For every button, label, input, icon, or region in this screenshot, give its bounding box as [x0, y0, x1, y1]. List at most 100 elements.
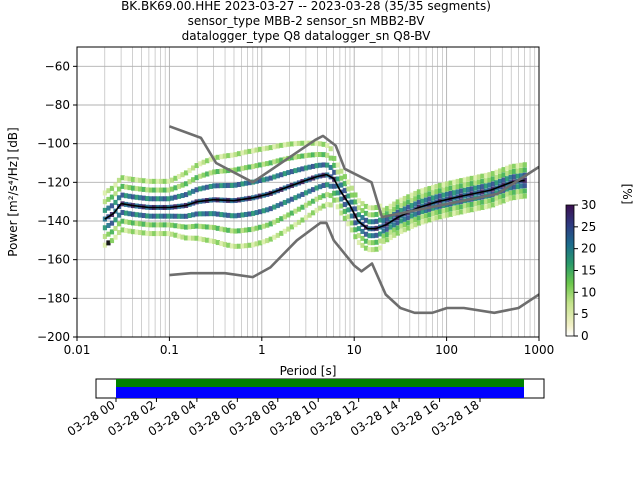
psd-cell — [123, 228, 129, 234]
psd-cell — [427, 196, 432, 202]
psd-cell — [222, 227, 227, 233]
psd-cell — [363, 238, 369, 244]
psd-cell — [173, 223, 178, 229]
psd-cell — [321, 152, 326, 158]
psd-cell — [512, 168, 517, 174]
psd-cell — [318, 162, 323, 168]
psd-cell — [300, 140, 305, 146]
psd-cell — [452, 190, 457, 196]
psd-cell — [166, 196, 171, 202]
psd-cell — [494, 174, 499, 180]
psd-cell — [229, 228, 235, 234]
psd-cell — [148, 187, 153, 193]
psd-cell — [116, 212, 122, 218]
psd-cell — [109, 194, 115, 200]
psd-cell — [490, 202, 496, 208]
psd-cell — [512, 189, 517, 195]
psd-cell — [356, 205, 362, 211]
psd-cell — [272, 144, 277, 150]
psd-cell — [289, 141, 295, 147]
psd-cell — [413, 201, 418, 207]
psd-cell — [219, 168, 224, 174]
psd-cell — [134, 194, 139, 200]
colorbar-gradient — [565, 204, 575, 337]
psd-cell — [194, 235, 199, 241]
psd-cell — [445, 191, 450, 197]
psd-cell — [116, 195, 122, 201]
psd-cell — [240, 150, 245, 156]
psd-cell — [120, 227, 125, 233]
psd-cell — [145, 213, 150, 219]
psd-cell — [378, 231, 383, 237]
psd-cell — [473, 206, 478, 212]
psd-cell — [370, 247, 376, 253]
psd-cell — [219, 154, 224, 160]
psd-cell — [497, 178, 503, 184]
psd-cell — [123, 193, 129, 199]
psd-cell — [508, 190, 513, 196]
psd-cell — [120, 218, 125, 224]
psd-cell — [212, 169, 217, 175]
psd-cell — [282, 142, 287, 148]
psd-cell — [441, 192, 446, 198]
psd-cell — [127, 176, 132, 182]
psd-cell — [229, 213, 235, 219]
psd-cell — [275, 158, 280, 164]
psd-cell — [367, 247, 372, 253]
psd-cell — [314, 185, 319, 191]
psd-cell — [448, 211, 453, 217]
psd-cell — [374, 211, 379, 217]
psd-cell — [194, 175, 199, 181]
psd-cell — [335, 197, 340, 203]
psd-cell — [247, 164, 252, 170]
psd-cell — [378, 217, 383, 223]
psd-cell — [476, 200, 482, 206]
psd-cell — [325, 182, 330, 188]
psd-cell — [300, 153, 305, 159]
psd-cell — [148, 196, 153, 202]
psd-cell — [296, 193, 302, 199]
psd-cell — [268, 175, 273, 181]
psd-cell — [318, 141, 323, 147]
psd-cell — [187, 179, 192, 185]
psd-cell — [106, 188, 111, 194]
psd-cell — [102, 225, 108, 231]
psd-cell — [310, 210, 316, 216]
psd-cell — [279, 216, 284, 222]
psd-cell — [370, 219, 376, 225]
psd-cell — [356, 240, 362, 246]
series-lines — [104, 125, 539, 315]
psd-cell — [399, 202, 404, 208]
psd-cell — [430, 195, 436, 201]
psd-cell — [303, 165, 309, 171]
psd-cell — [381, 238, 386, 244]
psd-cell — [127, 228, 132, 234]
psd-cell — [155, 213, 160, 219]
psd-cell — [162, 222, 167, 228]
psd-cell — [145, 187, 150, 193]
psd-cell — [353, 192, 358, 198]
psd-cell — [254, 225, 259, 231]
psd-cell — [155, 187, 160, 193]
psd-cell — [367, 233, 372, 239]
psd-cell — [296, 206, 302, 212]
psd-cell — [251, 210, 256, 216]
psd-cell — [328, 202, 333, 208]
colorbar-tick-label: 10 — [581, 285, 596, 299]
psd-cell — [152, 196, 157, 202]
psd-cell — [300, 191, 305, 197]
psd-cell — [388, 224, 393, 230]
psd-cell — [296, 154, 302, 160]
psd-cell — [247, 148, 252, 154]
psd-cell — [353, 199, 358, 205]
psd-cell — [279, 230, 284, 236]
psd-cell — [497, 168, 503, 174]
psd-cell — [505, 191, 510, 197]
psd-cell — [395, 220, 400, 226]
psd-cell — [409, 223, 414, 229]
psd-cell — [226, 227, 231, 233]
psd-cell — [173, 185, 178, 191]
psd-cell — [427, 206, 432, 212]
psd-cell — [522, 193, 527, 199]
psd-cell — [194, 211, 199, 217]
